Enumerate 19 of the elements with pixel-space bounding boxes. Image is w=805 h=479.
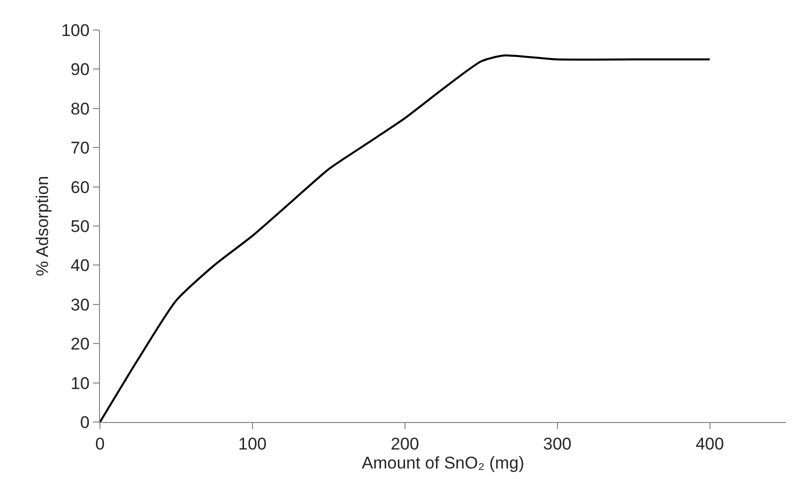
x-tick-label: 100 — [238, 434, 267, 454]
y-tick-label: 100 — [61, 20, 90, 40]
y-tick-label: 50 — [70, 216, 90, 236]
y-tick-label: 60 — [70, 178, 90, 197]
x-tick-label: 200 — [390, 434, 420, 454]
y-tick-label: 0 — [80, 412, 90, 432]
y-tick-label: 80 — [70, 99, 90, 118]
x-tick-label: 400 — [696, 434, 724, 454]
y-tick-label: 40 — [70, 256, 90, 276]
line-series — [100, 54, 711, 422]
x-axis-title: Amount of SnO₂ (mg) — [362, 453, 524, 472]
y-tick-label: 70 — [70, 138, 90, 158]
x-tick-label: 0 — [95, 434, 105, 454]
y-tick-label: 30 — [70, 295, 90, 314]
y-tick-label: 10 — [70, 374, 90, 393]
y-tick-label: 20 — [70, 334, 90, 354]
y-tick-label: 90 — [70, 60, 90, 80]
y-axis-title: % Adsorption — [32, 176, 52, 276]
x-tick-label: 300 — [543, 434, 572, 454]
